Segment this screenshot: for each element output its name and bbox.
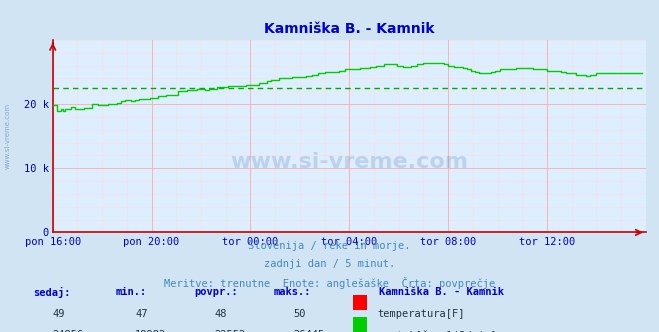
Text: 26445: 26445 bbox=[293, 330, 324, 332]
Text: min.:: min.: bbox=[115, 287, 146, 297]
Text: zadnji dan / 5 minut.: zadnji dan / 5 minut. bbox=[264, 259, 395, 269]
Text: maks.:: maks.: bbox=[273, 287, 311, 297]
Text: 50: 50 bbox=[293, 309, 306, 319]
Text: 47: 47 bbox=[135, 309, 148, 319]
Text: www.si-vreme.com: www.si-vreme.com bbox=[230, 152, 469, 172]
Text: 48: 48 bbox=[214, 309, 227, 319]
Text: Meritve: trenutne  Enote: anglešaške  Črta: povprečje: Meritve: trenutne Enote: anglešaške Črta… bbox=[164, 277, 495, 289]
Text: 24856: 24856 bbox=[53, 330, 84, 332]
Text: www.si-vreme.com: www.si-vreme.com bbox=[5, 103, 11, 169]
Text: 18982: 18982 bbox=[135, 330, 166, 332]
Title: Kamniška B. - Kamnik: Kamniška B. - Kamnik bbox=[264, 22, 434, 36]
Text: povpr.:: povpr.: bbox=[194, 287, 238, 297]
Text: 49: 49 bbox=[53, 309, 65, 319]
Text: sedaj:: sedaj: bbox=[33, 287, 71, 298]
Text: temperatura[F]: temperatura[F] bbox=[378, 309, 465, 319]
Text: Slovenija / reke in morje.: Slovenija / reke in morje. bbox=[248, 241, 411, 251]
Text: pretok[čevelj3/min]: pretok[čevelj3/min] bbox=[378, 330, 496, 332]
Text: Kamniška B. - Kamnik: Kamniška B. - Kamnik bbox=[379, 287, 504, 297]
Text: 22552: 22552 bbox=[214, 330, 245, 332]
